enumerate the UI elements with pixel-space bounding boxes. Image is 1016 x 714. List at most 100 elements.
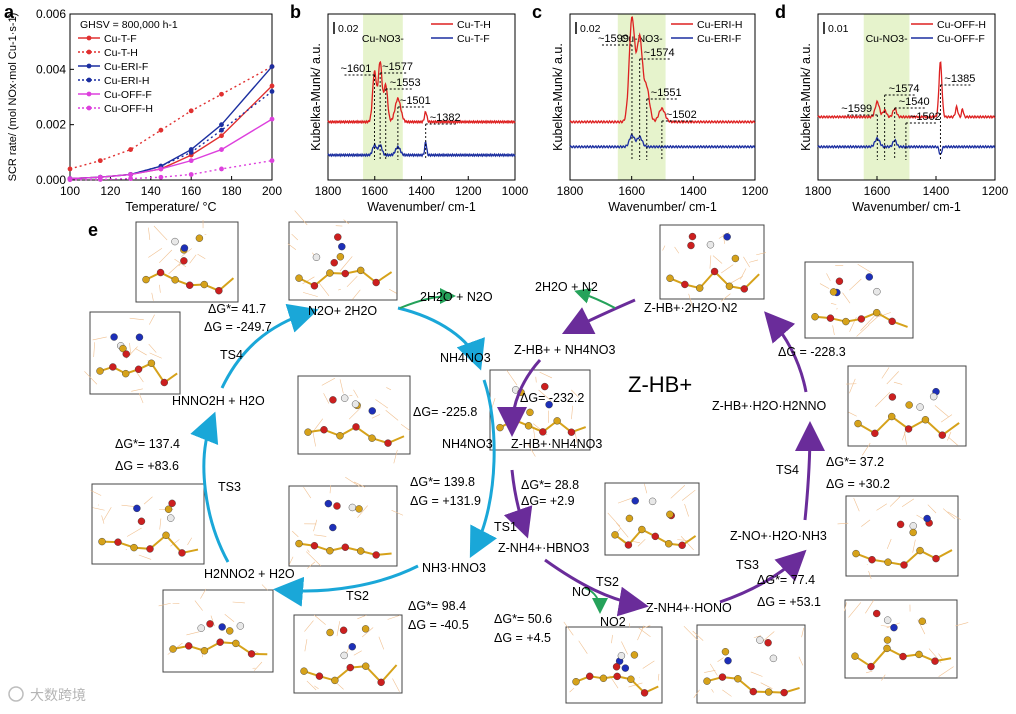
peak-label-~1501: ~1501 (400, 95, 431, 107)
purple-arrow-5 (719, 549, 807, 604)
framework-bond (611, 634, 613, 644)
framework-bond (329, 485, 331, 494)
framework-bond (740, 268, 747, 280)
panel-letter-e: e (88, 220, 98, 240)
legend-label-Cu-ERI-F: Cu-ERI-F (697, 33, 741, 45)
product-no2: NO2 (600, 615, 626, 629)
chain-atom (368, 434, 376, 442)
framework-bond (704, 670, 716, 673)
adsorbate-atom (368, 407, 376, 415)
framework-bond (535, 376, 537, 383)
chain-atom (147, 359, 156, 367)
purple-arrow-1 (561, 298, 636, 335)
data-point-Cu-OFF-F (158, 166, 164, 172)
adsorbate-atom (631, 497, 639, 505)
peak-label-~1574: ~1574 (889, 83, 920, 95)
chain-atom (295, 274, 303, 282)
chain-atom (871, 429, 879, 438)
y-tick-label-a: 0.000 (36, 173, 66, 187)
framework-bond (302, 292, 318, 297)
chain-atom (156, 268, 165, 277)
x-tick-label-chart-d: 1400 (923, 184, 950, 198)
framework-bond (753, 635, 762, 639)
framework-bond (159, 284, 161, 293)
data-point-Cu-ERI-F (269, 64, 275, 69)
x-tick-label-chart-c: 1200 (742, 184, 769, 198)
data-point-Cu-OFF-H (67, 177, 73, 183)
product-2h2o-n2: 2H2O + N2 (535, 280, 598, 294)
x-tick-label-a: 180 (222, 184, 242, 198)
chain-atom (341, 543, 349, 551)
framework-bond (662, 245, 666, 251)
chain-atom (852, 549, 860, 558)
data-point-Cu-T-H (97, 158, 103, 164)
chain-atom (134, 365, 143, 373)
adsorbate-atom (329, 523, 337, 532)
chain-atom (169, 645, 177, 653)
framework-bond (886, 538, 892, 550)
adsorbate-atom (625, 514, 634, 523)
chain-atom (130, 543, 138, 552)
framework-bond (756, 252, 766, 256)
energy-r5a: ΔG*= 37.2 (826, 455, 884, 469)
energy-r6: ΔG = -228.3 (778, 345, 846, 359)
adsorbate-atom (929, 392, 938, 401)
adsorbate-atom (666, 510, 674, 519)
species-znh4-hono: Z-NH4+·HONO (646, 601, 732, 615)
legend-label-Cu-T-F: Cu-T-F (104, 33, 137, 45)
adsorbate-atom (167, 514, 175, 522)
framework-bond (717, 657, 724, 663)
adsorbate-atom (888, 393, 897, 401)
adsorbate-atom (339, 626, 348, 634)
legend-label-Cu-T-H: Cu-T-H (457, 19, 491, 31)
framework-bond (539, 371, 553, 379)
framework-bond (317, 281, 330, 297)
framework-bond (232, 601, 245, 604)
chain-bond (165, 534, 183, 554)
snapshot-box (659, 224, 765, 300)
chain-atom (114, 538, 122, 546)
chain-atom (98, 537, 106, 546)
legend-label-Cu-OFF-F: Cu-OFF-F (104, 89, 152, 101)
chain-atom (215, 287, 223, 295)
adsorbate-atom (909, 528, 917, 537)
y-axis-label-chart-b: Kubelka-Munk/ a.u. (309, 43, 323, 151)
framework-bond (339, 256, 353, 272)
cyan-arrow-4 (190, 411, 230, 563)
chain-bond (924, 419, 943, 436)
framework-bond (392, 678, 400, 692)
chain-bond (380, 664, 398, 683)
legend-label-Cu-T-H: Cu-T-H (104, 47, 138, 59)
cyan-arrow-5 (220, 303, 319, 389)
y-axis-label-a: SCR rate/ (mol NOx·mol Cu-1·s-1) (7, 13, 19, 182)
data-point-Cu-T-H (188, 108, 194, 114)
adsorbate-atom (612, 663, 621, 671)
framework-bond (527, 443, 536, 457)
data-point-Cu-OFF-F (269, 116, 275, 122)
energy-r5b: ΔG = +30.2 (826, 477, 890, 491)
framework-bond (391, 510, 404, 516)
framework-bond (644, 483, 648, 494)
x-tick-label-chart-b: 1200 (455, 184, 482, 198)
framework-bond (385, 409, 399, 421)
chain-atom (326, 269, 334, 277)
framework-bond (346, 275, 358, 288)
chain-atom (331, 676, 339, 685)
framework-bond (730, 275, 743, 284)
framework-bond (574, 430, 578, 443)
chain-atom (320, 426, 328, 434)
framework-bond (878, 312, 891, 318)
scale-label-chart-d: 0.01 (828, 23, 849, 35)
chain-atom (553, 417, 561, 425)
energy-r3b: ΔG = +4.5 (494, 631, 551, 645)
framework-bond (569, 687, 575, 693)
chain-atom (186, 281, 194, 289)
legend-label-Cu-OFF-H: Cu-OFF-H (937, 19, 986, 31)
product-2h2o-n2o: 2H2O + N2O (420, 290, 493, 304)
data-point-Cu-OFF-H (158, 174, 164, 180)
peak-label-~1574: ~1574 (644, 47, 675, 59)
data-point-Cu-T-H (128, 147, 134, 152)
species-zhb-n2: Z-HB+·2H2O·N2 (644, 301, 737, 315)
chain-atom (572, 678, 580, 686)
species-zno-nh3: Z-NO+·H2O·NH3 (730, 529, 827, 543)
